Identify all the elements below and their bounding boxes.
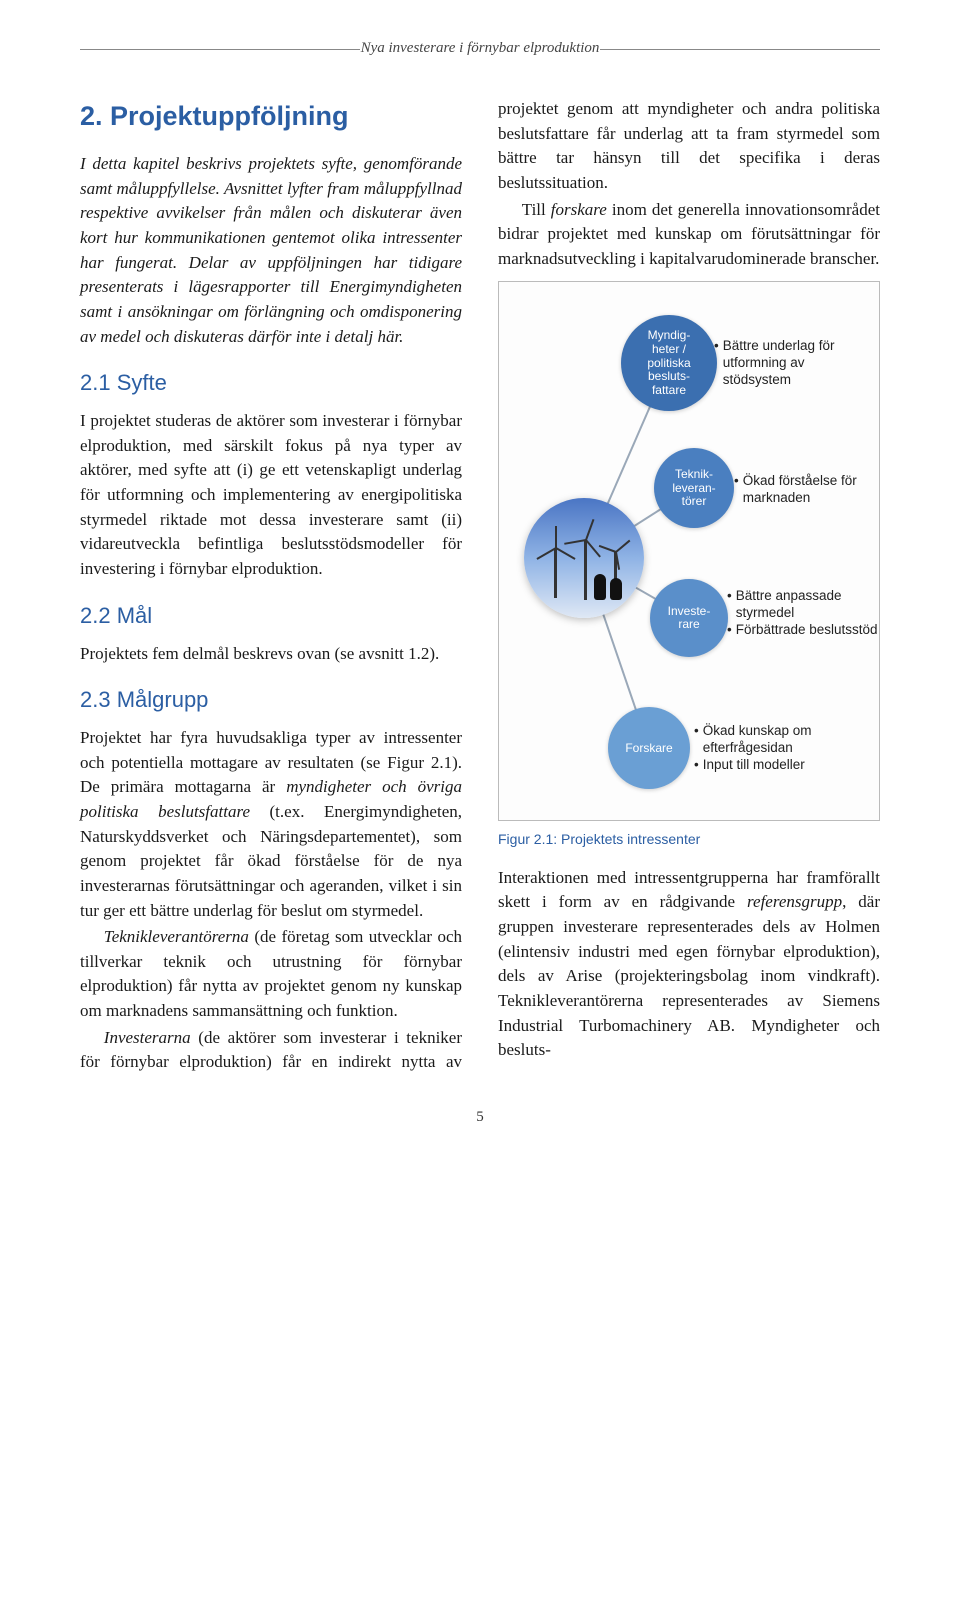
section-mal-body: Projektets fem delmål beskrevs ovan (se …: [80, 642, 462, 667]
section-mal-heading: 2.2 Mål: [80, 600, 462, 632]
page-number: 5: [80, 1109, 880, 1126]
running-head-text: Nya investerare i förnybar elproduktion: [361, 40, 600, 56]
diagram-bullets-myndigheter: •Bättre underlag för utformning av stöds…: [714, 338, 869, 389]
section-syfte-body: I projektet studeras de aktörer som inve…: [80, 409, 462, 581]
paragraph-interaktion: Interaktionen med intressentgrupperna ha…: [498, 866, 880, 1063]
diagram-hub-image: [524, 498, 644, 618]
paragraph-forskare: Till forskare inom det generella innovat…: [498, 198, 880, 272]
chapter-heading: 2. Projektuppföljning: [80, 97, 462, 136]
section-malgrupp-body: Projektet har fyra huvudsakliga typer av…: [80, 726, 462, 923]
diagram-canvas: Myndig-heter /politiskabesluts-fattare•B…: [509, 298, 869, 808]
diagram-node-invest: Investe-rare: [650, 579, 728, 657]
two-column-body: 2. Projektuppföljning I detta kapitel be…: [80, 97, 880, 1075]
diagram-bullets-forskare: •Ökad kunskap om efterfrågesidan•Input t…: [694, 723, 849, 774]
chapter-lead-paragraph: I detta kapitel beskrivs projektets syft…: [80, 152, 462, 349]
paragraph-teknik: Teknikleverantörerna (de företag som utv…: [80, 925, 462, 1024]
diagram-node-teknik: Teknik-leveran-törer: [654, 448, 734, 528]
running-head: Nya investerare i förnybar elproduktion: [80, 40, 880, 57]
section-malgrupp-heading: 2.3 Målgrupp: [80, 684, 462, 716]
figure-2-1: Myndig-heter /politiskabesluts-fattare•B…: [498, 281, 880, 821]
figure-caption: Figur 2.1: Projektets intressenter: [498, 829, 880, 849]
section-syfte-heading: 2.1 Syfte: [80, 367, 462, 399]
diagram-node-forskare: Forskare: [608, 707, 690, 789]
diagram-node-myndigheter: Myndig-heter /politiskabesluts-fattare: [621, 315, 717, 411]
diagram-bullets-teknik: •Ökad förståelse för marknaden: [734, 473, 889, 507]
diagram-bullets-invest: •Bättre anpassade styrmedel•Förbättrade …: [727, 588, 882, 639]
